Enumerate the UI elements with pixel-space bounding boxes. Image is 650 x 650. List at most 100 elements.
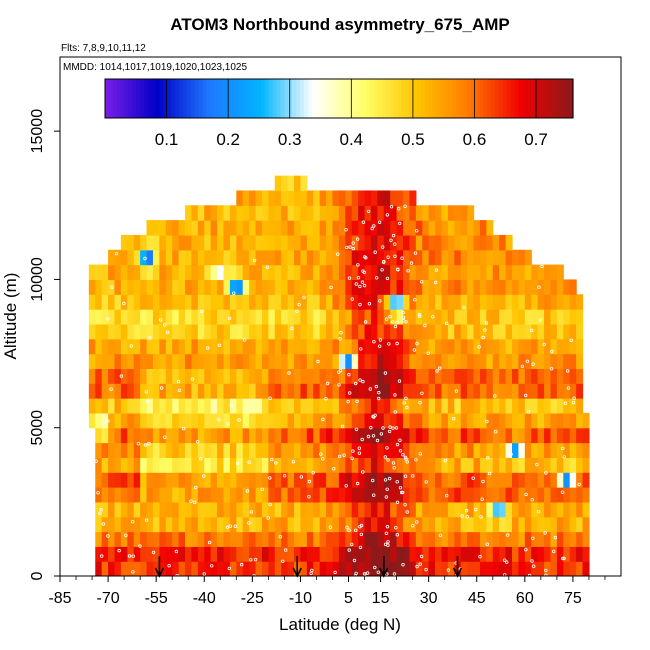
sample-point	[393, 324, 398, 329]
heatmap-cell	[197, 234, 205, 251]
y-tick-label: 5000	[29, 410, 46, 446]
heatmap-cell	[370, 501, 378, 518]
heatmap-cell	[409, 472, 417, 488]
heatmap-cell	[223, 442, 231, 458]
heatmap-cell	[473, 279, 481, 295]
heatmap-cell	[364, 546, 372, 562]
heatmap-cell	[178, 220, 186, 236]
sample-point	[571, 400, 575, 405]
heatmap-cell	[114, 561, 122, 576]
heatmap-cell	[332, 234, 340, 251]
heatmap-cell	[294, 220, 302, 236]
heatmap-cell	[120, 427, 128, 444]
heatmap-cell	[345, 427, 353, 444]
heatmap-cell	[415, 383, 423, 399]
heatmap-cell	[294, 487, 302, 503]
heatmap-cell	[185, 294, 193, 310]
heatmap-cell	[422, 249, 430, 266]
heatmap-cell	[422, 383, 430, 399]
heatmap-cell	[95, 501, 103, 518]
heatmap-cell	[101, 427, 109, 444]
sample-point	[435, 369, 439, 373]
colorbar-segment	[288, 79, 293, 118]
sample-point	[163, 323, 167, 327]
heatmap-cell	[229, 472, 237, 488]
x-tick-label: -10	[289, 590, 312, 607]
sample-point	[415, 520, 419, 524]
heatmap-cell	[486, 383, 494, 399]
heatmap-cell	[159, 294, 167, 310]
heatmap-cell	[505, 398, 513, 414]
heatmap-cell	[544, 412, 552, 429]
heatmap-cell	[563, 338, 571, 355]
heatmap-cell	[383, 279, 391, 295]
heatmap-cell	[569, 353, 577, 369]
sample-point	[347, 276, 352, 280]
heatmap-cell	[114, 398, 122, 414]
heatmap-cell	[300, 294, 308, 310]
heatmap-cell	[165, 249, 173, 266]
heatmap-cell	[210, 323, 218, 340]
heatmap-cell	[140, 501, 148, 518]
heatmap-cell	[422, 457, 430, 473]
heatmap-cell	[422, 294, 430, 310]
heatmap-cell	[306, 368, 314, 384]
heatmap-cell	[435, 205, 443, 221]
heatmap-cell	[191, 412, 199, 429]
heatmap-cell	[409, 427, 417, 444]
heatmap-cell	[287, 561, 295, 576]
heatmap-cell	[492, 309, 500, 325]
heatmap-cell	[268, 309, 276, 325]
heatmap-cell	[492, 398, 500, 414]
heatmap-cell	[178, 353, 186, 369]
sample-point	[371, 434, 376, 438]
sample-point	[242, 338, 247, 342]
heatmap-cell	[140, 546, 148, 562]
heatmap-cell	[441, 531, 449, 547]
heatmap-cell	[486, 368, 494, 384]
heatmap-cell	[178, 294, 186, 310]
heatmap-cell	[204, 501, 212, 518]
heatmap-cell	[223, 205, 231, 221]
heatmap-cell	[435, 442, 443, 458]
sample-point	[290, 326, 294, 331]
heatmap-cell	[140, 353, 148, 369]
colorbar-segment	[159, 79, 165, 118]
colorbar-tick-label: 0.2	[216, 130, 240, 149]
heatmap-cell	[390, 398, 398, 414]
heatmap-cell	[274, 472, 282, 488]
heatmap-cell	[563, 323, 571, 340]
heatmap-cell	[313, 472, 321, 488]
sample-point	[544, 568, 548, 573]
heatmap-cell	[281, 501, 289, 518]
heatmap-cell	[326, 531, 334, 547]
heatmap-cell	[236, 487, 244, 503]
heatmap-cell	[159, 220, 167, 236]
heatmap-cell	[569, 323, 577, 340]
heatmap-cell	[556, 353, 564, 369]
heatmap-cell	[550, 338, 558, 355]
heatmap-cell	[249, 190, 257, 206]
heatmap-cell	[101, 546, 109, 562]
heatmap-cell	[435, 531, 443, 547]
heatmap-cell	[108, 427, 116, 444]
colorbar-segment	[319, 79, 324, 118]
heatmap-cell	[172, 516, 180, 533]
heatmap-cell	[396, 427, 404, 444]
heatmap-cell	[396, 353, 404, 369]
heatmap-cell	[576, 546, 584, 562]
heatmap-cell	[146, 561, 154, 576]
sample-point	[381, 426, 385, 430]
sample-point	[386, 458, 390, 462]
heatmap-cell	[229, 412, 237, 429]
heatmap-cell	[204, 472, 212, 488]
heatmap-cell	[223, 398, 231, 414]
sample-point	[415, 341, 419, 346]
heatmap-cell	[428, 353, 436, 369]
sample-point	[464, 508, 469, 513]
heatmap-cell	[236, 368, 244, 384]
sample-point	[233, 524, 237, 528]
heatmap-cell	[499, 279, 507, 295]
colorbar-segment	[116, 79, 122, 118]
heatmap-cell	[255, 516, 263, 533]
